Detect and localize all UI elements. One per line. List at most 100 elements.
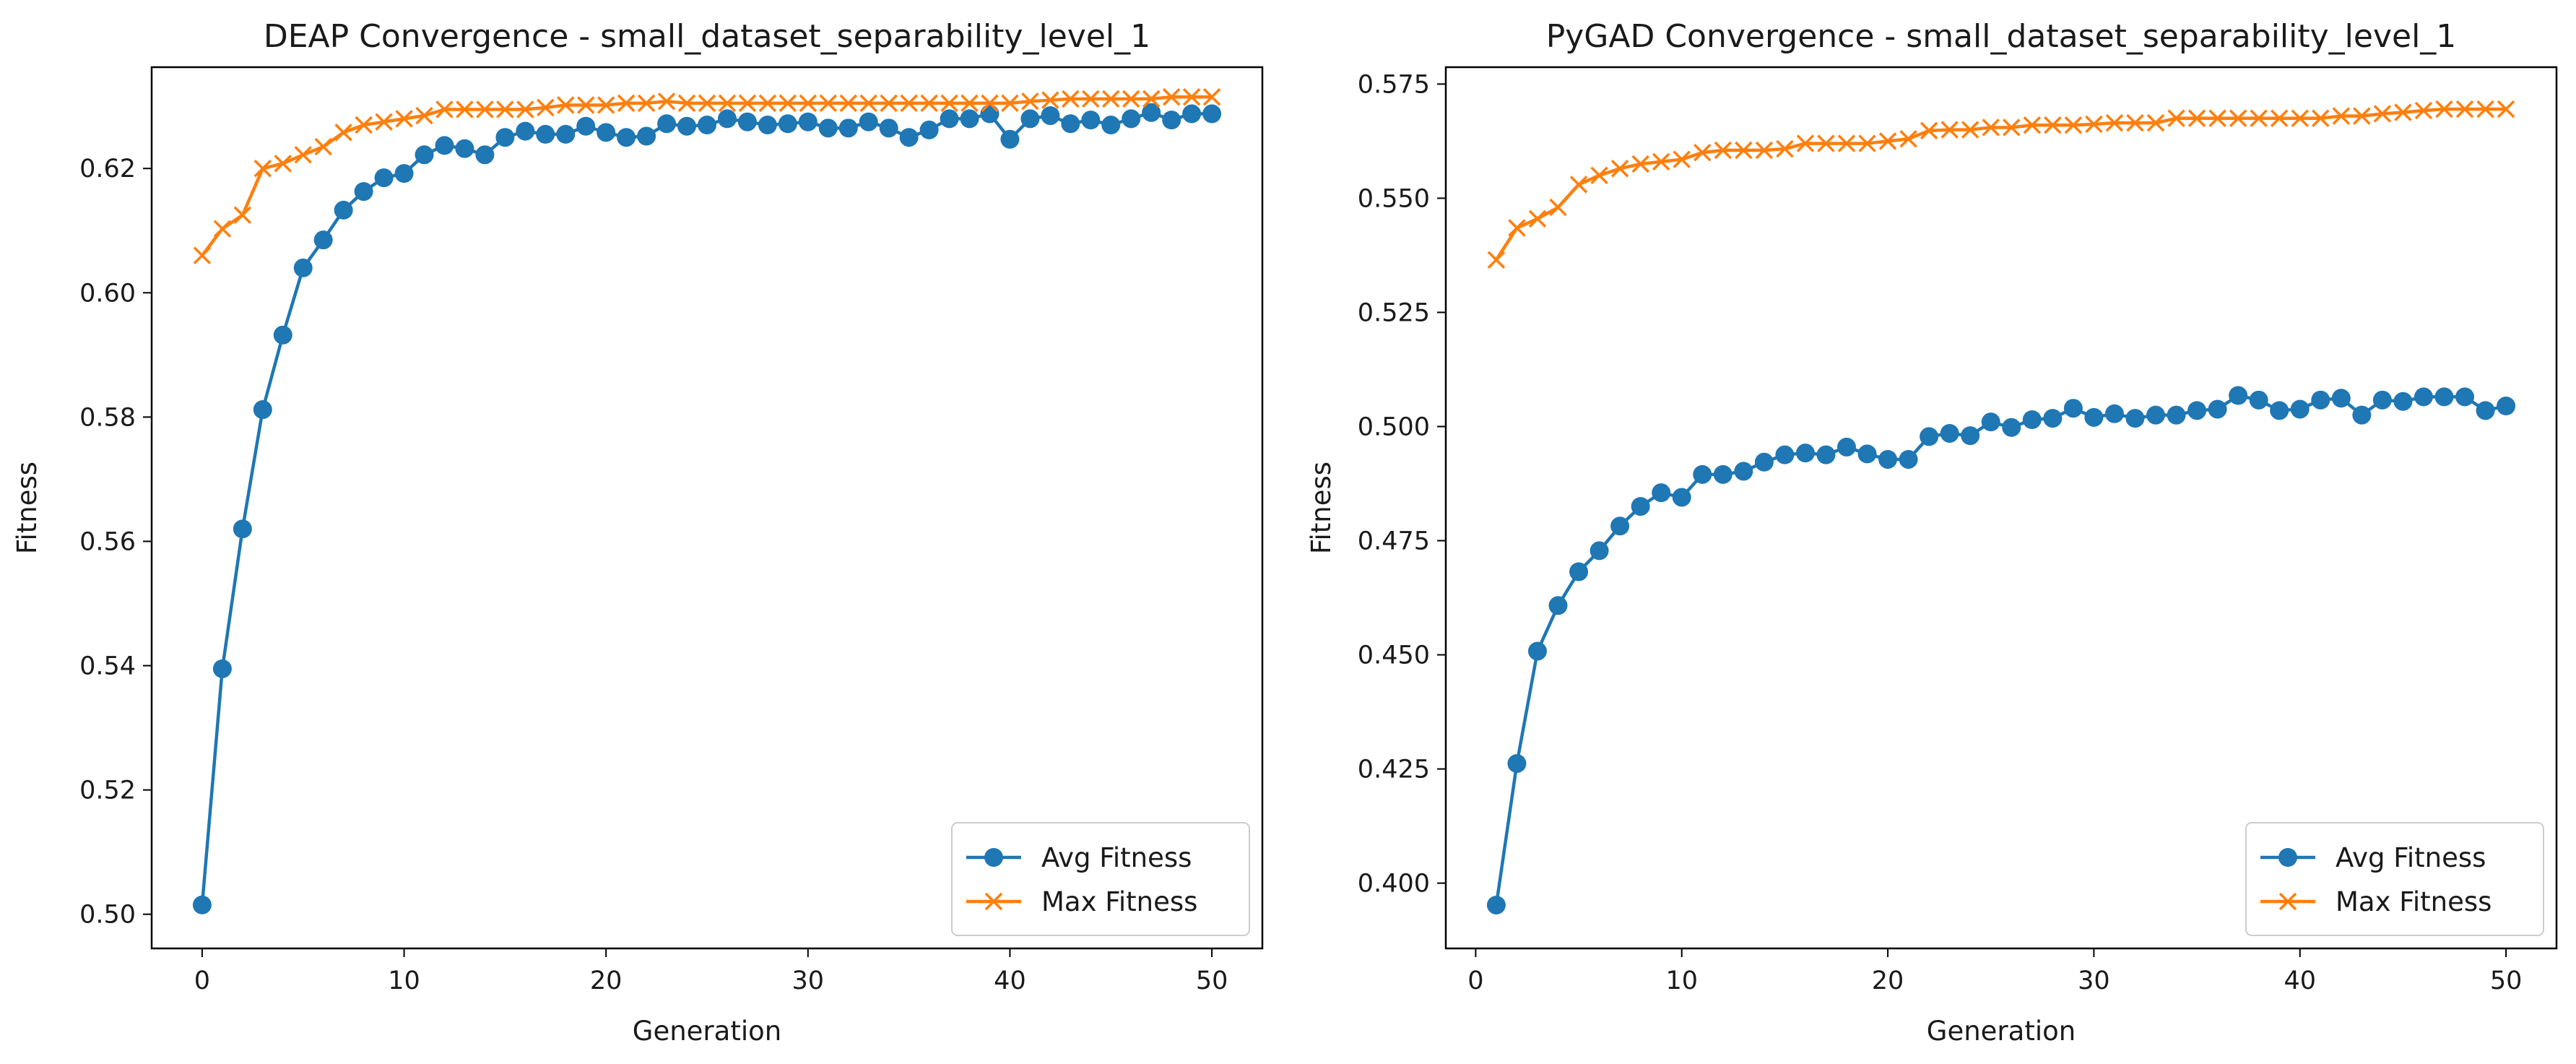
avg-fitness-point [1020,109,1040,129]
x-tick-label: 20 [590,966,623,995]
avg-fitness-point [2270,401,2289,420]
avg-fitness-point [1081,111,1101,130]
y-tick-label: 0.475 [1358,527,1430,556]
avg-fitness-point [980,104,999,124]
y-tick-label: 0.450 [1358,641,1430,670]
max-fitness-point [1528,209,1547,228]
max-fitness-point [2270,109,2289,128]
avg-fitness-point [233,519,252,539]
legend: Avg Fitness Max Fitness [2245,822,2544,936]
max-fitness-point [476,100,494,118]
max-fitness-point [900,94,918,113]
avg-fitness-point [1652,483,1671,503]
avg-fitness-point [1961,426,1980,446]
max-fitness-point [1817,134,1835,152]
max-fitness-point [274,155,292,173]
axes-frame [1444,66,2558,950]
y-axis-label: Fitness [1306,462,1337,554]
max-fitness-point [355,116,373,134]
max-fitness-point [2476,100,2494,118]
avg-fitness-point [1795,444,1815,463]
legend-label: Avg Fitness [2336,842,2486,873]
x-tick-label: 10 [1665,966,1698,995]
max-fitness-point [1755,141,1774,160]
max-fitness-point [1899,130,1917,148]
x-tick-label: 10 [388,966,420,995]
max-fitness-point [1673,150,1691,168]
max-fitness-point [2455,100,2474,118]
max-fitness-point [1102,90,1120,108]
avg-fitness-point [1920,427,1939,446]
max-fitness-point [435,100,454,118]
y-tick-label: 0.56 [79,527,136,556]
deap-chart-panel: DEAP Convergence - small_dataset_separab… [12,18,1264,1047]
avg-fitness-point [495,128,515,147]
avg-fitness-point [1981,412,2000,432]
max-fitness-series-line [1495,107,2507,261]
max-fitness-point [1202,88,1221,106]
pygad-chart-panel: PyGAD Convergence - small_dataset_separa… [1306,18,2558,1047]
avg-fitness-point [1940,423,1959,443]
max-fitness-point [1982,118,2000,137]
avg-fitness-point [1816,445,1836,464]
avg-fitness-point [1631,497,1650,516]
max-fitness-point [2064,116,2083,134]
avg-fitness-point [737,112,757,131]
avg-fitness-point [1590,541,1609,561]
avg-fitness-point [1486,895,1506,914]
max-fitness-point [2291,109,2309,128]
max-fitness-point [1652,152,1670,171]
max-fitness-point [1940,121,1959,139]
max-fitness-point [496,100,514,118]
avg-fitness-point [1507,753,1527,773]
max-fitness-point [2167,109,2185,128]
avg-fitness-point [253,400,272,420]
avg-fitness-point [192,895,212,914]
max-fitness-point [233,206,252,225]
y-tick-label: 0.500 [1358,412,1430,441]
max-fitness-point [2353,107,2371,125]
avg-fitness-point [838,118,858,138]
y-tick-label: 0.425 [1358,756,1430,784]
avg-fitness-point [1182,104,1202,124]
avg-fitness-point [1610,516,1630,536]
avg-fitness-point [798,112,818,131]
max-fitness-point [1735,141,1753,160]
max-fitness-point [2414,101,2433,120]
max-fitness-point [758,94,777,113]
max-fitness-point [677,94,696,113]
max-fitness-point [1182,88,1201,106]
avg-fitness-point [2146,405,2166,425]
max-fitness-point [1920,121,1938,140]
legend-label: Max Fitness [2336,886,2492,917]
avg-fitness-point [637,126,656,146]
avg-fitness-point [940,109,959,129]
max-fitness-point [1776,139,1794,158]
max-fitness-point [1062,90,1080,108]
max-fitness-point [657,92,676,111]
avg-fitness-point [879,118,898,138]
max-fitness-point [294,146,312,164]
chart-title: PyGAD Convergence - small_dataset_separa… [1546,18,2457,55]
avg-fitness-point [758,116,777,135]
max-fitness-point [1694,143,1712,162]
max-fitness-point [576,96,595,114]
max-fitness-point [1508,219,1526,237]
avg-fitness-point [2208,399,2227,419]
legend-label: Max Fitness [1041,886,1197,917]
legend: Avg Fitness Max Fitness [951,822,1250,936]
x-tick-label: 20 [1872,966,1904,995]
max-fitness-point [516,100,534,118]
avg-fitness-point [1527,641,1547,661]
max-fitness-point [1122,90,1140,108]
y-tick-label: 0.50 [79,901,136,930]
x-tick-label: 30 [2078,966,2110,995]
avg-fitness-point [1101,116,1121,135]
avg-fitness-point [435,136,454,155]
max-fitness-point [960,94,979,113]
avg-fitness-point [1122,109,1141,129]
max-fitness-point [253,160,272,178]
max-fitness-point [839,94,857,113]
max-fitness-point [799,94,818,113]
avg-fitness-point [273,325,292,345]
